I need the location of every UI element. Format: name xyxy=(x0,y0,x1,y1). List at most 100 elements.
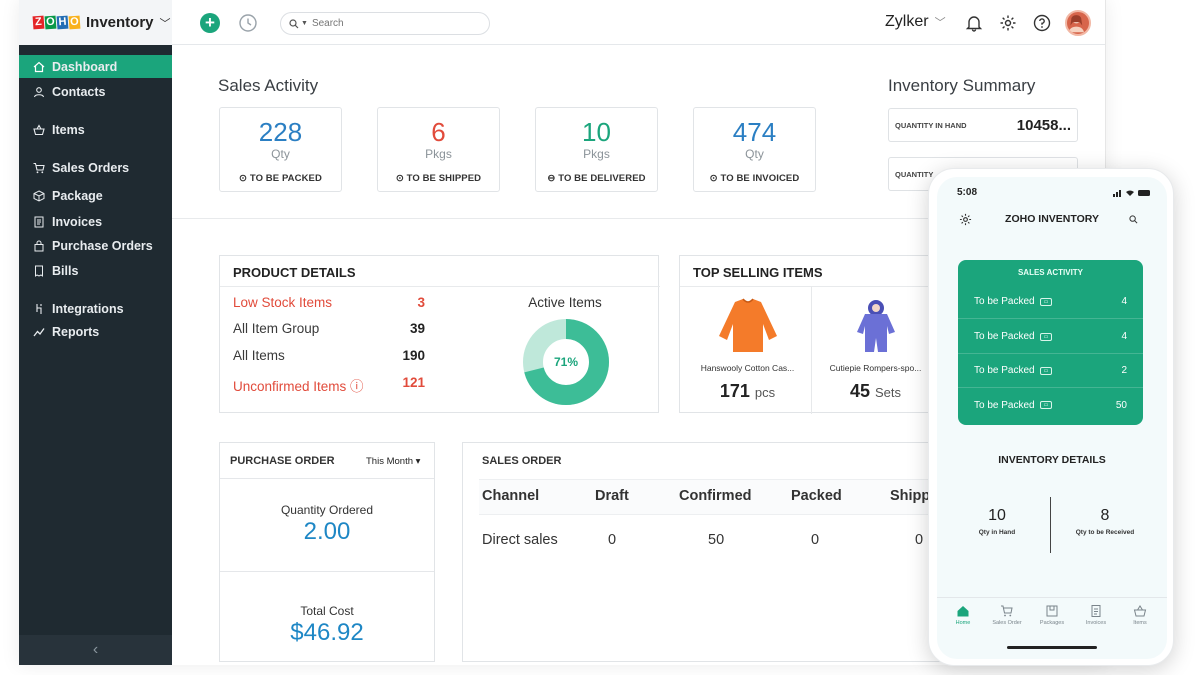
pd-label: All Items xyxy=(233,348,285,363)
card-divider xyxy=(220,571,434,572)
check-circle-icon: ⊙ xyxy=(239,173,248,184)
organization-name: Zylker xyxy=(885,13,929,30)
bill-icon xyxy=(33,265,45,277)
pd-row-all-items[interactable]: All Items 190 xyxy=(233,348,425,363)
section-divider xyxy=(172,218,1105,219)
tab-label: Items xyxy=(1133,620,1147,626)
kpi-to-be-packed[interactable]: 228 Qty ⊙ TO BE PACKED xyxy=(219,107,342,192)
truck-circle-icon: ⊙ xyxy=(395,173,404,184)
tab-sales-order[interactable]: Sales Order xyxy=(985,604,1029,626)
mobile-sales-row[interactable]: To be Packed ▭ 4 xyxy=(958,320,1143,354)
search-box[interactable]: ▼ xyxy=(280,12,490,35)
sidebar: Z O H O Inventory ﹀ Dashboard Contacts I… xyxy=(19,0,172,665)
recent-history-button[interactable] xyxy=(238,13,258,33)
sidebar-item-label: Invoices xyxy=(52,214,103,229)
period-dropdown[interactable]: This Month ▾ xyxy=(366,456,420,467)
romper-icon xyxy=(856,300,895,352)
sidebar-item-label: Reports xyxy=(52,324,100,339)
mobile-qty-in-hand: 10 Qty in Hand xyxy=(947,507,1047,536)
box-icon xyxy=(33,189,45,202)
tag-icon: ▭ xyxy=(1040,366,1052,375)
kpi-to-be-shipped[interactable]: 6 Pkgs ⊙ TO BE SHIPPED xyxy=(377,107,500,192)
mobile-sales-row[interactable]: To be Packed ▭ 50 xyxy=(958,388,1143,422)
period-value: This Month xyxy=(366,456,413,467)
top-item-unit: Sets xyxy=(875,385,902,400)
basket-icon xyxy=(33,123,45,136)
search-icon[interactable] xyxy=(1129,215,1138,224)
help-icon[interactable] xyxy=(1033,14,1051,32)
caret-down-icon[interactable]: ▼ xyxy=(301,20,308,27)
top-item[interactable]: Hanswooly Cotton Cas... 171 pcs xyxy=(684,286,812,414)
sidebar-item-dashboard[interactable]: Dashboard xyxy=(19,55,172,78)
topbar: + ▼ Zylker ﹀ xyxy=(172,0,1105,45)
quick-create-button[interactable]: + xyxy=(200,13,220,33)
mobile-time: 5:08 xyxy=(957,187,978,198)
sidebar-item-items[interactable]: Items xyxy=(19,118,172,141)
sidebar-item-package[interactable]: Package xyxy=(19,184,172,207)
gear-icon[interactable] xyxy=(999,14,1017,32)
cart-icon xyxy=(33,162,45,174)
basket-icon xyxy=(1133,605,1147,617)
top-item[interactable]: Cutiepie Rompers-spo... 45 Sets xyxy=(812,286,940,414)
sweater-icon xyxy=(718,298,777,352)
mobile-sales-row[interactable]: To be Packed ▭ 2 xyxy=(958,354,1143,388)
delivery-circle-icon: ⊖ xyxy=(547,173,556,184)
app-window: Z O H O Inventory ﹀ Dashboard Contacts I… xyxy=(19,0,1106,665)
mobile-qty-to-receive: 8 Qty to be Received xyxy=(1055,507,1155,536)
tab-home[interactable]: Home xyxy=(941,604,985,626)
pd-row-item-group[interactable]: All Item Group 39 xyxy=(233,321,425,336)
table-cell: Direct sales xyxy=(482,532,558,548)
home-icon xyxy=(33,61,45,73)
kpi-to-be-delivered[interactable]: 10 Pkgs ⊖ TO BE DELIVERED xyxy=(535,107,658,192)
sidebar-item-bills[interactable]: Bills xyxy=(19,259,172,282)
organization-switcher[interactable]: Zylker ﹀ xyxy=(885,13,946,31)
pd-row-unconfirmed[interactable]: Unconfirmed Items ⓘ 121 xyxy=(233,375,425,395)
sidebar-item-invoices[interactable]: Invoices xyxy=(19,210,172,233)
sidebar-collapse-button[interactable]: ‹ xyxy=(19,635,172,665)
brand-switcher[interactable]: Z O H O Inventory ﹀ xyxy=(19,0,172,45)
tab-items[interactable]: Items xyxy=(1118,604,1162,626)
purchase-order-card: PURCHASE ORDER This Month ▾ Quantity Ord… xyxy=(219,442,435,662)
stat-value: 8 xyxy=(1100,507,1110,524)
tab-invoices[interactable]: Invoices xyxy=(1074,604,1118,626)
sidebar-item-sales-orders[interactable]: Sales Orders xyxy=(19,156,172,179)
avatar[interactable] xyxy=(1065,10,1091,36)
box-icon xyxy=(1046,605,1058,617)
sales-order-title: SALES ORDER xyxy=(482,455,562,467)
tab-packages[interactable]: Packages xyxy=(1030,604,1074,626)
kpi-to-be-invoiced[interactable]: 474 Qty ⊙ TO BE INVOICED xyxy=(693,107,816,192)
search-input[interactable] xyxy=(311,18,462,29)
gear-icon[interactable] xyxy=(959,213,972,226)
inventory-value: 10458... xyxy=(1016,116,1071,134)
row-label: To be Packed xyxy=(974,296,1035,307)
logo-letter: O xyxy=(68,15,81,30)
active-items-percent: 71% xyxy=(554,355,578,369)
inventory-summary-title: Inventory Summary xyxy=(888,76,1036,95)
kpi-value: 6 xyxy=(431,117,446,147)
kpi-label: TO BE SHIPPED xyxy=(406,173,482,184)
row-value: 50 xyxy=(1115,399,1127,411)
stat-value: $46.92 xyxy=(290,619,364,646)
sidebar-item-purchase-orders[interactable]: Purchase Orders xyxy=(19,234,172,257)
logo-letter: Z xyxy=(32,15,45,30)
mobile-tab-bar: Home Sales Order Packages Invoices Items xyxy=(937,597,1167,637)
chevron-left-icon: ‹ xyxy=(92,641,99,658)
sidebar-item-integrations[interactable]: Integrations xyxy=(19,297,172,320)
sidebar-item-contacts[interactable]: Contacts xyxy=(19,80,172,103)
mobile-sales-row[interactable]: To be Packed ▭ 4 xyxy=(958,285,1143,319)
search-icon xyxy=(289,18,299,28)
tab-label: Packages xyxy=(1039,620,1065,626)
sidebar-item-label: Dashboard xyxy=(52,59,118,74)
sidebar-item-reports[interactable]: Reports xyxy=(19,320,172,343)
bell-icon[interactable] xyxy=(965,14,983,32)
pd-row-low-stock[interactable]: Low Stock Items 3 xyxy=(233,295,425,310)
table-cell: 0 xyxy=(608,532,617,548)
top-item-qty: 45 xyxy=(849,381,870,401)
row-label: To be Packed xyxy=(974,331,1035,342)
home-indicator xyxy=(1007,646,1097,649)
document-icon xyxy=(33,216,45,228)
inventory-label: QUANTITY IN HAND xyxy=(895,120,967,130)
tab-label: Invoices xyxy=(1085,620,1107,626)
logo-letter: H xyxy=(56,15,69,30)
row-label: To be Packed xyxy=(974,365,1035,376)
